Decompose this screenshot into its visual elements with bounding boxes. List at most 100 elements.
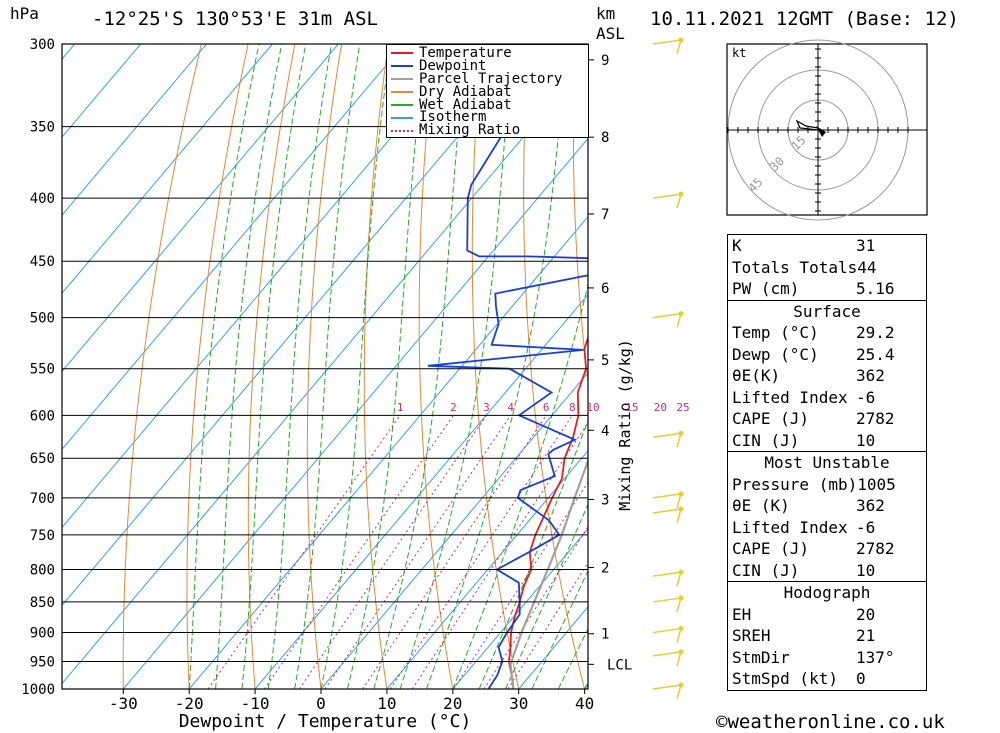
x-tick-label: 40 — [575, 694, 594, 713]
surface-label: CAPE (J) — [732, 409, 810, 428]
isotherm-line — [518, 606, 588, 689]
x-tick-label: -20 — [175, 694, 204, 713]
mixing-ratio-label: 25 — [676, 401, 689, 414]
site-name: weatheronline.co.uk — [727, 711, 945, 733]
legend-label: Mixing Ratio — [419, 122, 521, 139]
legend: Temperature Dewpoint Parcel Trajectory Dry … — [386, 44, 589, 138]
mixing-ratio-label: 8 — [569, 401, 576, 414]
mixing-ratio-line — [263, 415, 454, 689]
wind-barb-station — [678, 626, 684, 632]
hodograph-param-label: StmSpd (kt) — [732, 669, 838, 688]
pressure-tick-label: 850 — [30, 595, 55, 611]
wet-adiabat-line — [478, 419, 588, 689]
hodograph-param-row: StmSpd (kt) 0 — [728, 668, 926, 690]
mixing-ratio-line — [298, 415, 487, 689]
most-unstable-label: CIN (J) — [732, 560, 800, 580]
surface-value: 362 — [856, 366, 885, 385]
legend-label: Isotherm — [419, 109, 487, 126]
legend-label: Parcel Trajectory — [419, 70, 563, 87]
pressure-unit-label: hPa — [10, 4, 39, 23]
index-value: 5.16 — [856, 279, 895, 298]
pressure-tick-label: 500 — [30, 311, 55, 327]
index-label: K — [732, 236, 742, 255]
wind-barb-station — [678, 311, 684, 317]
hodograph-param-value: 137° — [856, 647, 895, 667]
surface-label: θE(K) — [732, 366, 781, 385]
wet-adiabat-line — [294, 44, 361, 689]
most-unstable-value: 10 — [856, 560, 876, 580]
wind-barb-staff — [652, 597, 682, 603]
storm-motion-marker — [816, 126, 826, 137]
footer-credit[interactable]: ©weatheronline.co.uk — [716, 711, 945, 733]
most-unstable-row: Lifted Index -6 — [728, 517, 926, 539]
legend-label: Dewpoint — [419, 57, 487, 74]
surface-value: 2782 — [856, 409, 895, 428]
surface-label: Lifted Index — [732, 387, 848, 407]
legend-swatch — [391, 78, 413, 81]
pressure-tick-label: 950 — [30, 655, 55, 671]
dry-adiabat-line — [122, 44, 202, 689]
surface-label: CIN (J) — [732, 430, 800, 450]
surface-row: CAPE (J) 2782 — [728, 408, 926, 430]
parcel-trajectory-line — [509, 457, 588, 689]
dry-adiabat-line — [996, 44, 1000, 689]
x-tick-label: -30 — [109, 694, 138, 713]
mixing-ratio-label: 10 — [586, 401, 599, 414]
isotherm-line — [62, 44, 339, 373]
km-tick-label: 1 — [601, 627, 609, 643]
legend-item: Dewpoint — [387, 57, 588, 74]
mixing-ratio-axis-label: Mixing Ratio (g/kg) — [616, 339, 634, 511]
run-datetime: 10.11.2021 12GMT (Base: 12) — [650, 8, 959, 30]
isotherm-line — [62, 44, 405, 451]
wind-barb-staff — [652, 508, 682, 514]
isotherm-line — [62, 44, 141, 138]
km-tick-label: 6 — [601, 281, 609, 297]
dry-adiabat-line — [186, 44, 249, 689]
plot-frame — [61, 43, 589, 690]
most-unstable-row: Pressure (mb) 1005 — [728, 474, 926, 496]
most-unstable-row: CIN (J) 10 — [728, 560, 926, 582]
legend-label: Dry Adiabat — [419, 83, 512, 100]
wet-adiabat-line — [320, 44, 392, 689]
surface-section-title: Surface — [728, 299, 926, 323]
pressure-tick-label: 650 — [30, 451, 55, 467]
mixing-ratio-label: 1 — [397, 401, 404, 414]
hodograph-param-row: StmDir 137° — [728, 647, 926, 669]
most-unstable-label: θE (K) — [732, 496, 790, 515]
legend-item: Dry Adiabat — [387, 83, 588, 100]
hodograph-param-value: 21 — [856, 626, 876, 645]
wind-barb-staff — [652, 39, 682, 45]
wet-adiabat-line — [215, 44, 283, 689]
wet-adiabat-line — [531, 569, 588, 689]
isotherm-line — [62, 59, 588, 685]
wind-barb-station — [678, 37, 684, 43]
legend-swatch — [391, 91, 413, 94]
height-unit-label: km — [596, 4, 616, 23]
pressure-tick-label: 750 — [30, 528, 55, 544]
wind-barb-station — [678, 491, 684, 497]
most-unstable-label: CAPE (J) — [732, 539, 810, 558]
mixing-ratio-line — [389, 415, 573, 689]
legend-label: Temperature — [419, 45, 512, 61]
pressure-tick-label: 400 — [30, 191, 55, 207]
wind-barb-station — [678, 191, 684, 197]
index-row: Totals Totals 44 — [728, 257, 926, 279]
isotherm-line — [452, 528, 588, 689]
surface-value: -6 — [856, 387, 876, 407]
mixing-ratio-line — [507, 562, 588, 689]
x-tick-label: -10 — [241, 694, 270, 713]
surface-label: Temp (°C) — [732, 323, 819, 342]
mixing-ratio-label: 15 — [625, 401, 638, 414]
x-tick-label: 20 — [443, 694, 462, 713]
index-row: PW (cm) 5.16 — [728, 278, 926, 300]
pressure-tick-label: 350 — [30, 120, 55, 136]
isotherm-line — [254, 293, 588, 689]
most-unstable-value: 2782 — [856, 539, 895, 558]
dry-adiabat-line — [949, 44, 1000, 689]
mixing-ratio-label: 20 — [654, 401, 667, 414]
mixing-ratio-label: 6 — [543, 401, 550, 414]
legend-item: Wet Adiabat — [387, 98, 588, 112]
indices-panel: K 31 Totals Totals 44 PW (cm) 5.16 Surface Te… — [727, 234, 927, 691]
hodograph-param-label: SREH — [732, 626, 771, 645]
